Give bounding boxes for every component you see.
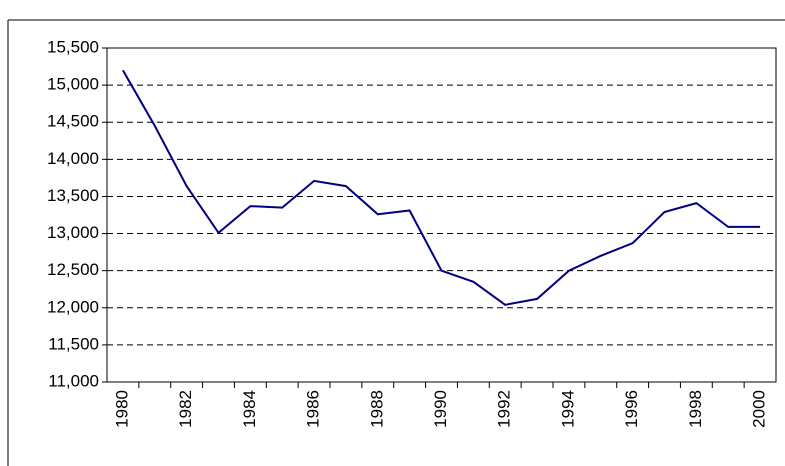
- plot-area: [106, 47, 777, 383]
- x-tick-label: 1994: [558, 390, 577, 428]
- series-line: [122, 69, 761, 306]
- x-tick-label: 2000: [750, 390, 769, 428]
- x-tick-label: 1982: [176, 390, 195, 428]
- y-tick-label: 12,000: [47, 297, 99, 316]
- y-tick-label: 15,000: [47, 75, 99, 94]
- x-tick-label: 1992: [495, 390, 514, 428]
- y-tick-label: 12,500: [47, 260, 99, 279]
- y-tick-label: 11,500: [48, 334, 99, 353]
- x-tick-label: 1988: [367, 390, 386, 428]
- x-tick-label: 1980: [112, 390, 131, 428]
- y-tick-label: 13,000: [47, 223, 99, 242]
- y-tick-label: 15,500: [47, 37, 99, 56]
- x-tick-label: 1990: [431, 390, 450, 428]
- y-tick-label: 13,500: [47, 186, 99, 205]
- x-tick-label: 1984: [240, 390, 259, 428]
- y-tick-label: 11,000: [48, 371, 99, 390]
- y-tick-label: 14,000: [47, 149, 99, 168]
- x-tick-label: 1986: [304, 390, 323, 428]
- x-tick-label: 1998: [686, 390, 705, 428]
- x-tick-label: 1996: [622, 390, 641, 428]
- y-tick-label: 14,500: [47, 112, 99, 131]
